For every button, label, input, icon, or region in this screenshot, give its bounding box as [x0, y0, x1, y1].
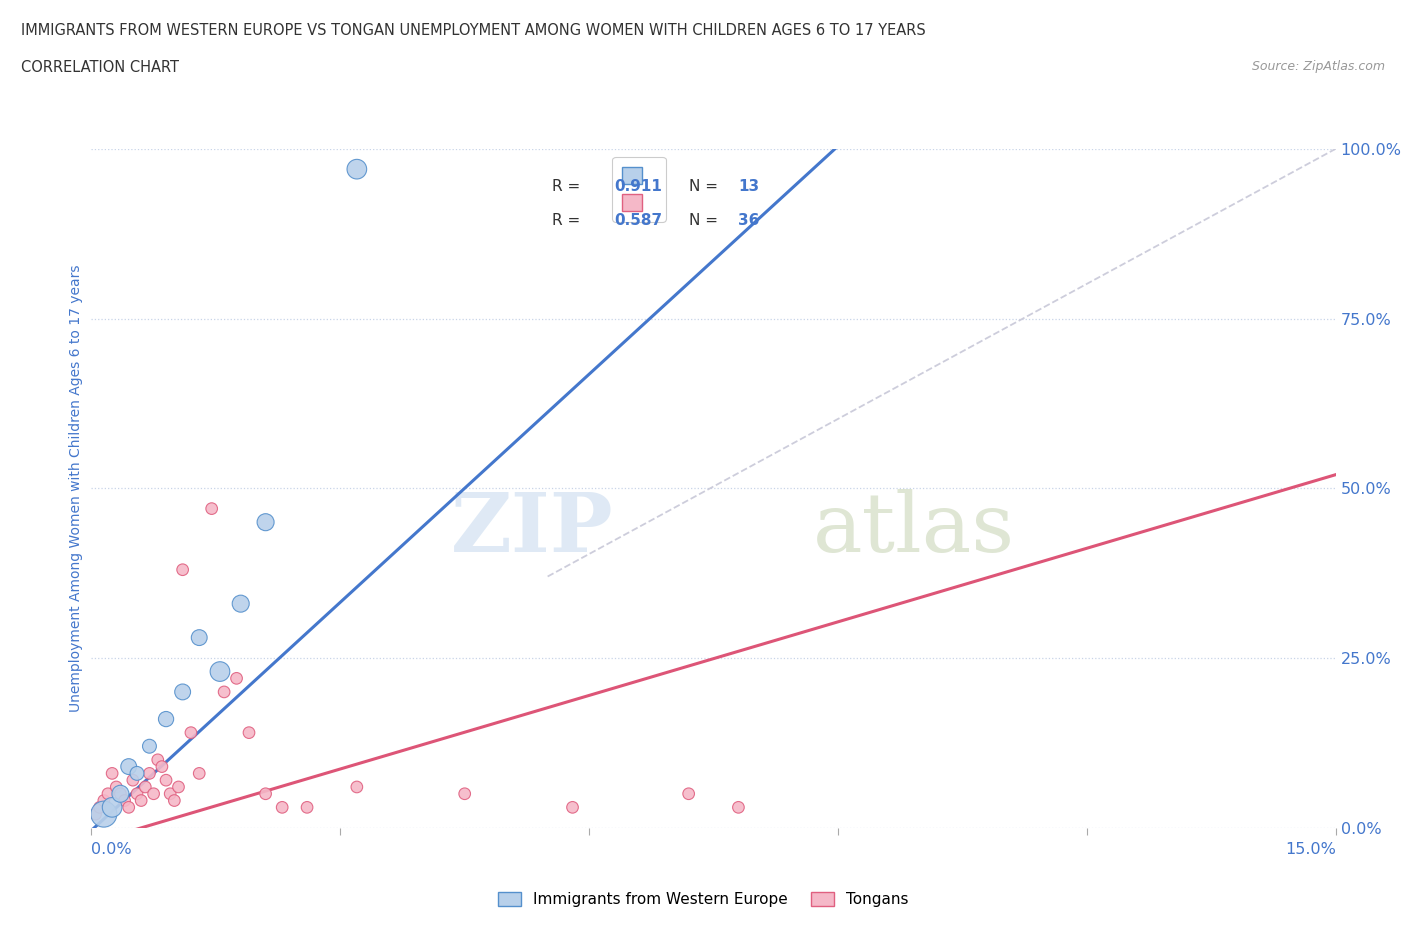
- Point: [129, 793, 152, 808]
- Point: [118, 759, 141, 774]
- Point: [254, 515, 277, 530]
- Point: [125, 766, 148, 781]
- Point: [118, 800, 141, 815]
- Point: [93, 806, 115, 821]
- Legend: , : ,: [612, 157, 665, 221]
- Point: [188, 766, 211, 781]
- Point: [172, 563, 194, 578]
- Point: [146, 752, 169, 767]
- Y-axis label: Unemployment Among Women with Children Ages 6 to 17 years: Unemployment Among Women with Children A…: [69, 264, 83, 712]
- Legend: Immigrants from Western Europe, Tongans: Immigrants from Western Europe, Tongans: [492, 885, 914, 913]
- Point: [105, 779, 128, 794]
- Point: [295, 800, 318, 815]
- Point: [180, 725, 202, 740]
- Point: [110, 787, 132, 802]
- Text: 0.587: 0.587: [614, 213, 662, 228]
- Point: [678, 787, 700, 802]
- Point: [208, 664, 231, 679]
- Point: [225, 671, 247, 685]
- Text: Source: ZipAtlas.com: Source: ZipAtlas.com: [1251, 60, 1385, 73]
- Point: [114, 793, 136, 808]
- Point: [188, 631, 211, 645]
- Text: N =: N =: [689, 179, 723, 194]
- Point: [212, 684, 235, 699]
- Point: [155, 711, 177, 726]
- Point: [172, 684, 194, 699]
- Point: [159, 787, 181, 802]
- Point: [101, 766, 124, 781]
- Point: [167, 779, 190, 794]
- Point: [727, 800, 749, 815]
- Point: [346, 162, 368, 177]
- Text: IMMIGRANTS FROM WESTERN EUROPE VS TONGAN UNEMPLOYMENT AMONG WOMEN WITH CHILDREN : IMMIGRANTS FROM WESTERN EUROPE VS TONGAN…: [21, 23, 925, 38]
- Point: [97, 787, 120, 802]
- Point: [93, 793, 115, 808]
- Text: ZIP: ZIP: [451, 489, 614, 569]
- Point: [101, 800, 124, 815]
- Text: N =: N =: [689, 213, 723, 228]
- Point: [453, 787, 475, 802]
- Point: [125, 787, 148, 802]
- Point: [155, 773, 177, 788]
- Point: [142, 787, 165, 802]
- Text: 15.0%: 15.0%: [1285, 842, 1336, 857]
- Point: [121, 773, 145, 788]
- Point: [89, 800, 111, 815]
- Point: [134, 779, 156, 794]
- Point: [271, 800, 294, 815]
- Point: [229, 596, 252, 611]
- Point: [138, 766, 160, 781]
- Point: [254, 787, 277, 802]
- Point: [163, 793, 186, 808]
- Text: 0.911: 0.911: [614, 179, 662, 194]
- Text: 0.0%: 0.0%: [91, 842, 132, 857]
- Point: [346, 779, 368, 794]
- Point: [84, 806, 107, 821]
- Point: [110, 787, 132, 802]
- Point: [150, 759, 173, 774]
- Point: [238, 725, 260, 740]
- Point: [201, 501, 224, 516]
- Text: 36: 36: [738, 213, 759, 228]
- Text: R =: R =: [551, 179, 585, 194]
- Text: 13: 13: [738, 179, 759, 194]
- Point: [138, 738, 160, 753]
- Point: [561, 800, 583, 815]
- Text: CORRELATION CHART: CORRELATION CHART: [21, 60, 179, 75]
- Text: atlas: atlas: [813, 489, 1015, 569]
- Text: R =: R =: [551, 213, 585, 228]
